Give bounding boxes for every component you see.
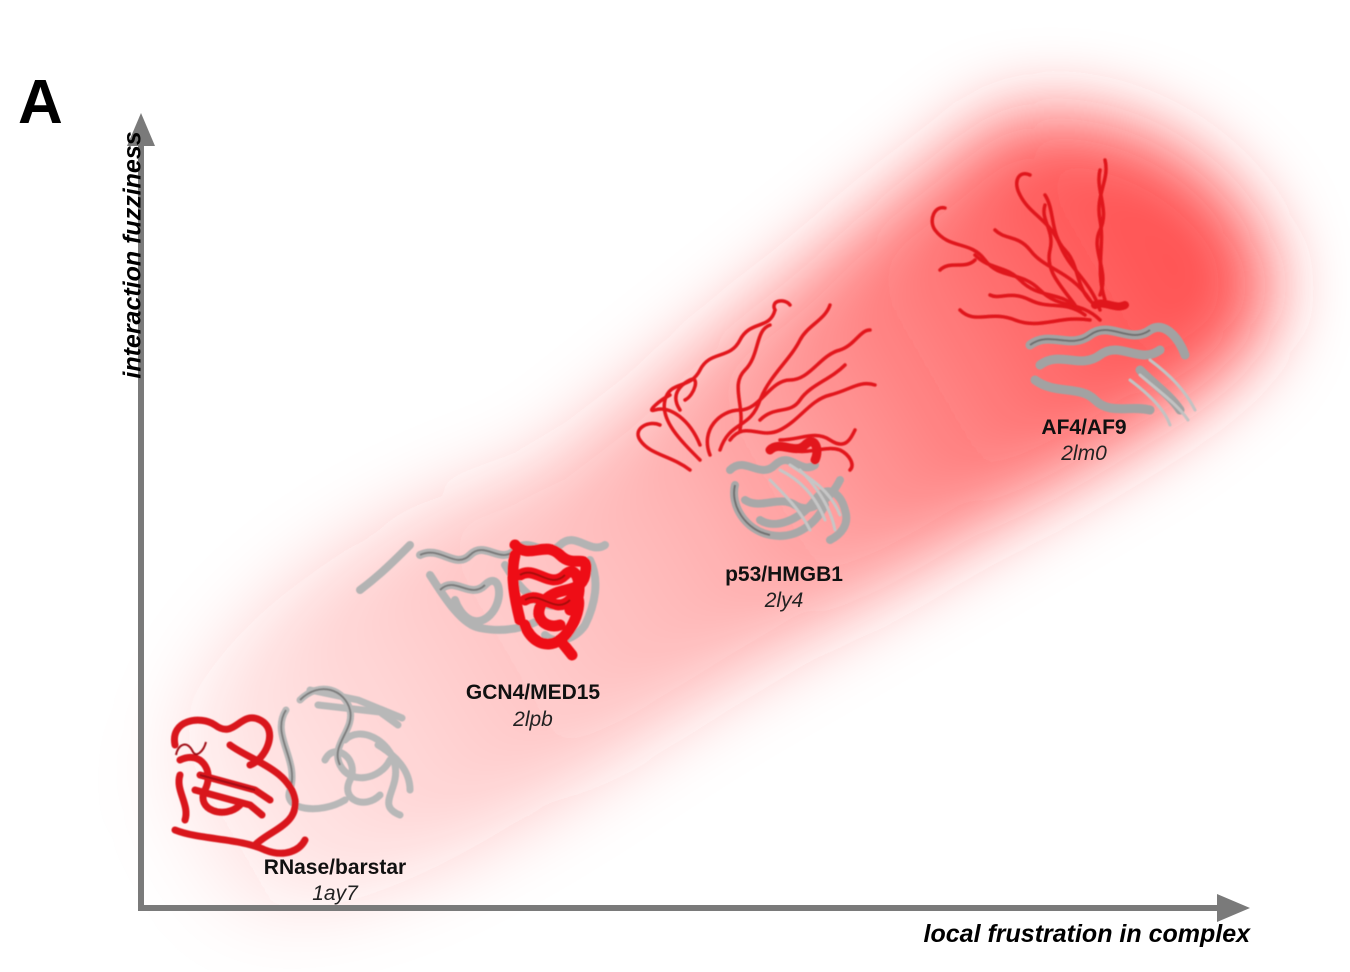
complex-name-rnase-barstar: RNase/barstar	[263, 856, 407, 879]
complex-pdb-rnase-barstar: 1ay7	[312, 882, 358, 905]
complex-pdb-p53-hmgb1: 2ly4	[764, 589, 804, 612]
axes	[127, 113, 1250, 922]
complex-name-af4-af9: AF4/AF9	[1041, 416, 1127, 439]
complex-pdb-gcn4-med15: 2lpb	[513, 708, 553, 731]
complex-name-gcn4-med15: GCN4/MED15	[465, 681, 601, 704]
structure-p53-hmgb1	[636, 299, 877, 544]
panel-label: A	[18, 68, 63, 137]
structure-gcn4-med15	[356, 536, 609, 661]
x-axis-arrowhead	[1217, 894, 1250, 922]
y-axis-arrowhead	[127, 113, 155, 146]
complex-pdb-af4-af9: 2lm0	[1061, 442, 1107, 465]
complex-name-p53-hmgb1: p53/HMGB1	[725, 563, 843, 586]
x-axis-label: local frustration in complex	[923, 920, 1250, 948]
y-axis-label: interaction fuzziness	[118, 131, 147, 379]
structure-af4-af9	[930, 158, 1197, 427]
structure-rnase-barstar	[171, 685, 414, 857]
